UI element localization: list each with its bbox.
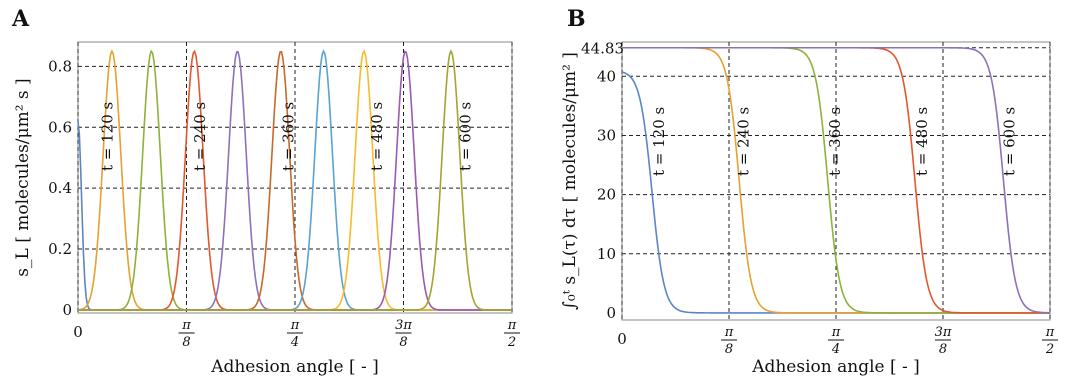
- series-line-7: [78, 49, 512, 311]
- x-tick-label: π8: [721, 325, 737, 357]
- x-tick-label-numerator: π: [507, 318, 517, 333]
- y-tick-label: 0.4: [48, 179, 72, 197]
- x-axis-label: Adhesion angle [ - ]: [210, 357, 379, 377]
- x-tick-label: 0: [617, 330, 627, 348]
- series-line-3: [78, 49, 512, 311]
- y-tick-label: 44.83: [581, 40, 624, 58]
- x-tick-label: π2: [1042, 325, 1058, 357]
- y-tick-label: 0.2: [48, 240, 72, 258]
- x-tick-label: π8: [178, 318, 195, 350]
- time-annotation: t = 360 s: [280, 102, 298, 171]
- x-tick-label-denominator: 8: [182, 335, 190, 350]
- x-tick-label: π4: [287, 318, 303, 350]
- x-tick-label-numerator: π: [724, 325, 734, 340]
- x-tick-label: π4: [828, 325, 844, 357]
- series-line-5: [622, 46, 1051, 314]
- plot-frame: [621, 41, 1051, 321]
- y-tick-label: 10: [597, 245, 616, 263]
- series-line-9: [78, 50, 512, 311]
- time-annotation: t = 120 s: [99, 102, 117, 171]
- time-annotation: t = 240 s: [735, 107, 753, 176]
- series-line-4: [78, 49, 512, 311]
- time-annotation: t = 480 s: [368, 102, 386, 171]
- x-tick-label-denominator: 2: [507, 335, 516, 350]
- x-tick-label-numerator: π: [831, 325, 841, 340]
- x-tick-label-numerator: π: [181, 318, 191, 333]
- time-annotation: t = 480 s: [913, 107, 931, 176]
- series-line-5: [78, 50, 512, 311]
- x-tick-label-denominator: 8: [725, 342, 733, 357]
- y-axis-label: s_L [ molecules/μm² s ]: [13, 78, 33, 276]
- x-tick-label: 0: [73, 323, 83, 341]
- time-annotation: t = 360 s: [826, 107, 844, 176]
- y-tick-label: 30: [597, 126, 616, 144]
- y-tick-label: 20: [597, 186, 616, 204]
- y-tick-label: 0.8: [48, 57, 72, 75]
- series-line-10: [78, 49, 512, 311]
- x-axis-label: Adhesion angle [ - ]: [751, 357, 920, 377]
- x-tick-label-denominator: 8: [399, 335, 407, 350]
- panel-label-a: A: [11, 6, 30, 32]
- time-annotation: t = 120 s: [650, 107, 668, 176]
- x-tick-label-numerator: π: [290, 318, 300, 333]
- series-line-6: [78, 50, 512, 311]
- series-line-2: [77, 49, 512, 311]
- series-line-8: [78, 49, 512, 311]
- time-annotation: t = 600 s: [456, 102, 474, 171]
- y-tick-label: 0.6: [48, 118, 72, 136]
- y-tick-label: 0: [62, 301, 72, 319]
- x-tick-label-numerator: 3π: [935, 325, 952, 340]
- time-annotation: t = 240 s: [191, 102, 209, 171]
- x-tick-label: π2: [504, 318, 520, 350]
- x-tick-label: 3π8: [935, 325, 952, 357]
- y-tick-label: 40: [597, 67, 616, 85]
- x-tick-label-numerator: 3π: [395, 318, 412, 333]
- x-tick-label-numerator: π: [1045, 325, 1055, 340]
- y-tick-label: 0: [606, 304, 616, 322]
- panel-label-b: B: [567, 6, 586, 32]
- y-axis-label: ∫₀ᵗ s_L(τ) dτ [ molecules/μm² ]: [560, 52, 580, 310]
- time-annotation: t = 600 s: [1000, 107, 1018, 176]
- x-tick-label-denominator: 4: [290, 335, 299, 350]
- x-tick-label: 3π8: [395, 318, 412, 350]
- x-tick-label-denominator: 8: [939, 342, 947, 357]
- x-tick-label-denominator: 4: [831, 342, 840, 357]
- x-tick-label-denominator: 2: [1045, 342, 1054, 357]
